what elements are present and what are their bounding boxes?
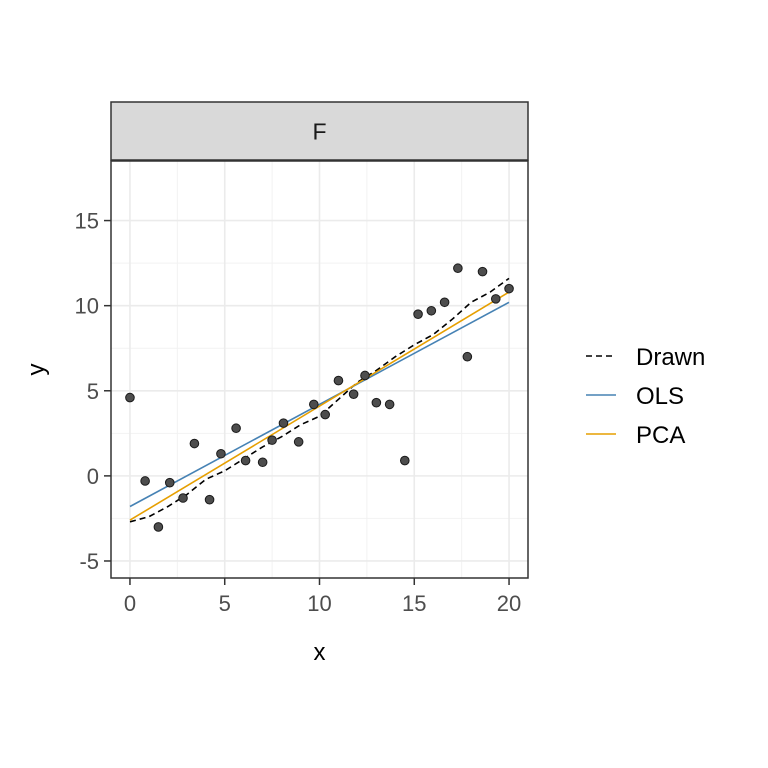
series-line-ols bbox=[129, 301, 510, 508]
data-point bbox=[164, 477, 175, 488]
scatter-points bbox=[125, 263, 514, 532]
data-point bbox=[504, 283, 514, 294]
y-tick-label: 5 bbox=[87, 379, 99, 404]
x-axis: 0 5 10 15 20 bbox=[124, 578, 521, 616]
x-tick-label: 10 bbox=[307, 591, 331, 616]
data-point bbox=[384, 399, 395, 410]
minor-gridlines bbox=[111, 161, 528, 578]
data-point bbox=[453, 263, 463, 274]
data-point bbox=[360, 370, 370, 381]
data-point bbox=[320, 409, 330, 420]
data-point bbox=[490, 294, 501, 304]
series-line-drawn bbox=[129, 277, 510, 523]
x-tick-label: 20 bbox=[497, 591, 521, 616]
data-point bbox=[309, 399, 319, 410]
data-point bbox=[293, 437, 304, 447]
facet-strip: F bbox=[110, 101, 529, 161]
data-point bbox=[333, 375, 344, 386]
y-tick-label: 0 bbox=[87, 464, 99, 489]
y-tick-label: -5 bbox=[79, 549, 99, 574]
facet-label: F bbox=[312, 119, 326, 145]
data-point bbox=[240, 455, 251, 466]
data-point bbox=[231, 423, 241, 434]
data-point bbox=[204, 494, 215, 505]
y-axis: -5 0 5 10 15 bbox=[75, 209, 111, 574]
data-point bbox=[267, 435, 277, 445]
x-tick-label: 0 bbox=[124, 591, 136, 616]
x-tick-label: 5 bbox=[219, 591, 231, 616]
legend: Drawn OLS PCA bbox=[586, 344, 705, 449]
x-axis-title: x bbox=[314, 639, 326, 666]
data-point bbox=[178, 493, 188, 503]
legend-label-drawn: Drawn bbox=[636, 344, 705, 371]
y-tick-label: 10 bbox=[75, 294, 99, 319]
data-point bbox=[462, 351, 473, 362]
data-point bbox=[426, 305, 437, 316]
data-point bbox=[439, 297, 450, 308]
data-point bbox=[153, 522, 164, 532]
data-point bbox=[399, 455, 410, 466]
data-point bbox=[125, 392, 135, 403]
major-gridlines bbox=[111, 161, 528, 578]
legend-label-pca: PCA bbox=[636, 422, 685, 449]
x-tick-label: 15 bbox=[402, 591, 426, 616]
series-line-pca bbox=[129, 291, 510, 521]
y-axis-title: y bbox=[23, 364, 50, 376]
legend-label-ols: OLS bbox=[636, 383, 684, 410]
plot-panel bbox=[110, 160, 529, 579]
series-lines bbox=[129, 277, 510, 523]
data-point bbox=[348, 389, 359, 399]
facet-strip-background bbox=[110, 101, 529, 161]
y-tick-label: 15 bbox=[75, 209, 99, 234]
data-point bbox=[477, 266, 488, 277]
data-point bbox=[216, 448, 226, 459]
data-point bbox=[371, 397, 382, 408]
data-point bbox=[189, 438, 200, 449]
data-point bbox=[413, 309, 423, 319]
data-point bbox=[278, 418, 289, 428]
data-point bbox=[140, 476, 150, 486]
data-point bbox=[257, 457, 268, 468]
